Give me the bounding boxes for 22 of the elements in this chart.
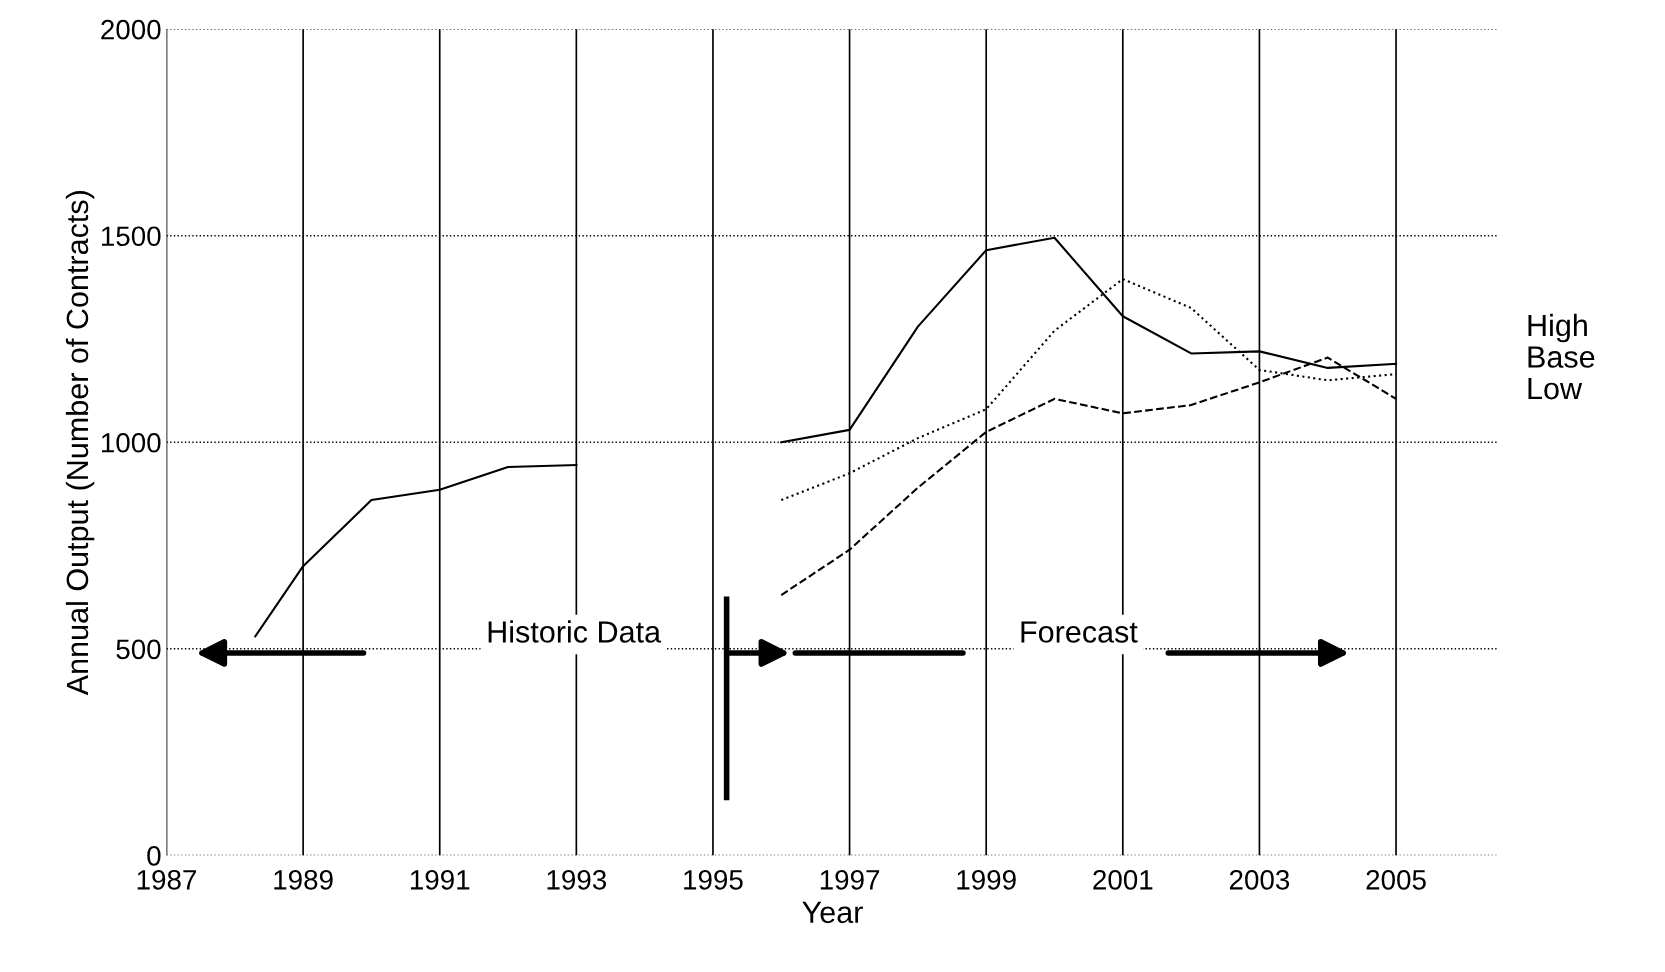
text: Low [1528, 378, 1583, 400]
y-tick-label: 1500 [101, 226, 161, 247]
annotation: Historic Data [488, 620, 662, 643]
x-tick-label: 1993 [547, 869, 607, 890]
y-tick-label: 1000 [101, 432, 161, 453]
x-tick-label: 1987 [137, 869, 197, 890]
x-tick-label: 1995 [684, 869, 743, 890]
x-tick-label: 2003 [1229, 869, 1290, 890]
y-tick-label: 0 [147, 846, 161, 866]
x-tick-label: 1997 [820, 869, 880, 890]
x-tick-label: 1991 [410, 869, 470, 890]
x-tick-label: 1989 [274, 869, 333, 890]
x-axis-title: Year [802, 901, 863, 924]
x-tick-label: 1999 [957, 869, 1016, 890]
text: High [1528, 313, 1587, 343]
annotation: Forecast [1021, 621, 1138, 643]
y-tick-label: 2000 [101, 19, 161, 40]
y-tick-label: 500 [116, 639, 161, 660]
y-axis-title: Annual Output (Number of Contracts) [65, 191, 95, 696]
text: Base [1528, 346, 1595, 368]
x-tick-label: 2001 [1093, 869, 1153, 890]
x-tick-label: 2005 [1366, 869, 1426, 890]
